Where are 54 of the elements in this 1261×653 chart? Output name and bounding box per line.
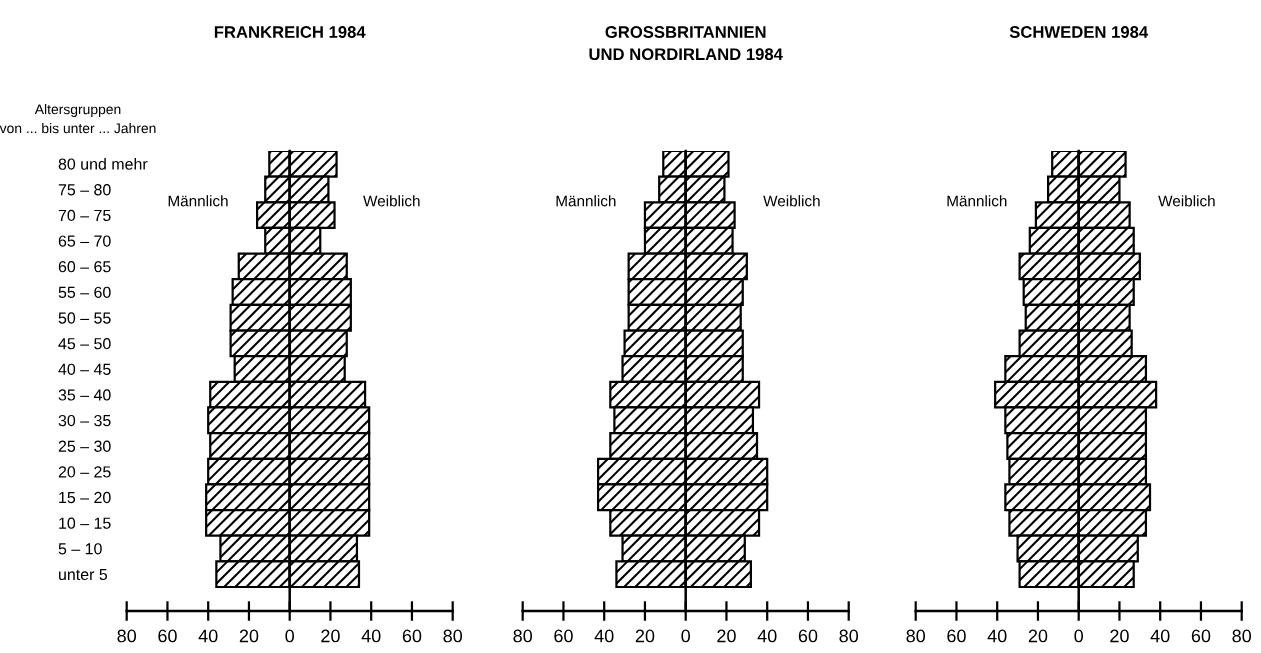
series-label: Männlich	[947, 195, 1007, 207]
y-tick-label: 45 – 50	[58, 337, 111, 350]
x-tick-label: 40	[757, 629, 777, 643]
y-tick-label: 65 – 70	[58, 235, 111, 247]
x-tick-label: 60	[798, 629, 818, 643]
y-tick-label: 20 – 25	[58, 466, 111, 478]
x-tick-label: 0	[285, 629, 295, 643]
y-axis-title: Altersgruppen von ... bis unter ... Jahren	[0, 104, 156, 134]
y-tick-label: 50 – 55	[58, 312, 111, 324]
y-tick-label: 30 – 35	[58, 414, 111, 427]
x-tick-label: 80	[1232, 629, 1252, 643]
x-tick-label: 40	[594, 629, 614, 643]
x-tick-label: 80	[443, 629, 463, 643]
x-tick-label: 60	[1191, 629, 1211, 643]
y-tick-label: 70 – 75	[58, 209, 111, 222]
y-tick-label: 15 – 20	[59, 491, 111, 504]
x-tick-label: 40	[361, 629, 381, 643]
x-tick-label: 60	[158, 629, 177, 643]
chart-title: SCHWEDEN 1984	[1009, 26, 1149, 38]
y-tick-label: 35 – 40	[58, 389, 111, 401]
x-tick-label: 20	[321, 629, 340, 643]
x-tick-label: 60	[554, 629, 573, 643]
x-tick-label: 20	[1028, 629, 1048, 643]
x-tick-label: 60	[402, 629, 422, 643]
x-tick-label: 80	[513, 629, 533, 643]
y-tick-label: 10 – 15	[59, 517, 111, 529]
y-tick-label: 80 und mehr	[58, 158, 148, 170]
y-tick-label: 5 – 10	[58, 543, 102, 555]
x-tick-label: 80	[839, 629, 859, 643]
x-tick-label: 40	[987, 629, 1007, 643]
x-tick-label: 40	[198, 629, 218, 643]
y-tick-label: 75 – 80	[58, 184, 111, 196]
series-label: Männlich	[168, 195, 228, 207]
series-label: Weiblich	[763, 195, 820, 207]
y-tick-label: 60 – 65	[58, 261, 111, 273]
x-tick-label: 0	[681, 629, 691, 643]
series-label: Weiblich	[1158, 195, 1215, 207]
series-label: Männlich	[556, 195, 616, 207]
x-tick-label: 0	[1074, 629, 1084, 643]
chart-title: GROSSBRITANNIEN UND NORDIRLAND 1984	[589, 26, 783, 61]
y-tick-label: 25 – 30	[58, 440, 111, 452]
series-label: Weiblich	[363, 195, 420, 207]
y-tick-label: 40 – 45	[58, 363, 111, 375]
x-tick-label: 80	[117, 629, 137, 643]
x-tick-label: 80	[906, 629, 926, 643]
y-tick-label: 55 – 60	[58, 286, 111, 298]
x-tick-label: 20	[635, 629, 655, 643]
y-tick-label: unter 5	[59, 568, 108, 581]
x-tick-label: 20	[1110, 629, 1129, 643]
x-tick-label: 40	[1150, 629, 1170, 643]
x-tick-label: 60	[947, 629, 966, 643]
x-tick-label: 20	[239, 629, 259, 643]
chart-title: FRANKREICH 1984	[214, 26, 366, 38]
x-tick-label: 20	[717, 629, 736, 643]
